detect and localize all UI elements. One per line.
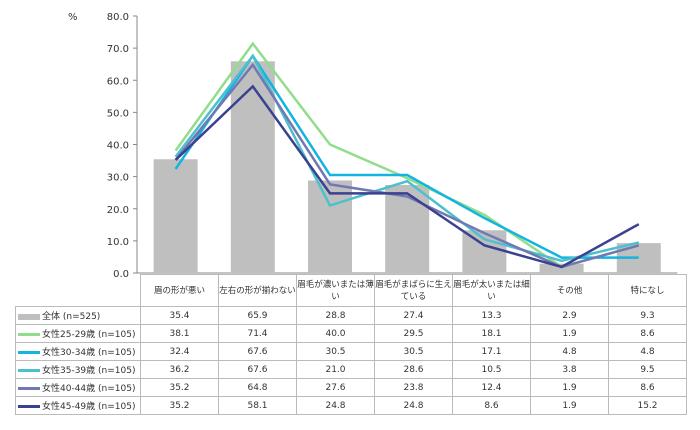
table-cell: 2.9 [530,306,609,325]
legend-swatch [18,369,40,372]
bar [153,159,198,273]
table-cell: 3.8 [530,360,609,379]
table-row: 女性35-39歳 (n=105) 36.2 67.6 21.0 28.6 10.5 3.8 9… [15,360,687,379]
table-header: 眉の形が悪い 左右の形が揃わない 眉毛が濃いまたは薄い 眉毛がまばらに生えている 眉毛が… [15,274,687,307]
data-table: 眉の形が悪い 左右の形が揃わない 眉毛が濃いまたは薄い 眉毛がまばらに生えている 眉毛が… [15,274,687,415]
table-cell: 27.6 [296,378,375,397]
table-cell: 38.1 [140,324,219,343]
legend-swatch [18,351,40,354]
y-tick-label: 20.0 [107,205,129,216]
table-cell: 24.8 [296,396,375,415]
table-row: 女性30-34歳 (n=105) 32.4 67.6 30.5 30.5 17.1 4.8 4… [15,342,687,361]
table-cell: 32.4 [140,342,219,361]
legend-label: 全体 (n=525) [42,312,101,322]
table-row: 女性45-49歳 (n=105) 35.2 58.1 24.8 24.8 8.6 1.9 15… [15,396,687,415]
y-tick-label: 60.0 [107,76,129,87]
table-cell: 15.2 [608,396,687,415]
table-cell: 24.8 [374,396,453,415]
table-cell: 18.1 [452,324,531,343]
y-axis-label: % [68,12,78,23]
category-label: 左右の形が揃わない [218,274,297,307]
table-cell: 35.2 [140,396,219,415]
table-cell: 8.6 [608,378,687,397]
table-cell: 35.2 [140,378,219,397]
table-cell: 1.9 [530,396,609,415]
series-line [174,53,640,263]
table-cell: 29.5 [374,324,453,343]
table-cell: 23.8 [374,378,453,397]
y-tick-label: 30.0 [107,173,129,184]
legend-label: 女性45-49歳 (n=105) [42,402,136,412]
y-tick-label: 50.0 [107,108,129,119]
bar [308,180,352,273]
table-cell: 28.6 [374,360,453,379]
table-cell: 36.2 [140,360,219,379]
table-cell: 64.8 [218,378,297,397]
table-cell: 1.9 [530,378,609,397]
table-cell: 30.5 [296,342,375,361]
table-row: 女性40-44歳 (n=105) 35.2 64.8 27.6 23.8 12.4 1.9 8… [15,378,687,397]
table-cell: 67.6 [218,342,297,361]
table-cell: 1.9 [530,324,609,343]
table-row: 全体 (n=525) 35.4 65.9 28.8 27.4 13.3 2.9 9.3 [15,306,687,325]
y-tick-label: 80.0 [107,12,129,23]
category-label: 特になし [608,274,687,307]
category-label: 眉毛が濃いまたは薄い [296,274,375,307]
table-cell: 13.3 [452,306,531,325]
category-label: その他 [530,274,609,307]
category-label: 眉の形が悪い [140,274,219,307]
legend-label: 女性35-39歳 (n=105) [42,366,136,376]
table-cell: 21.0 [296,360,375,379]
table-cell: 28.8 [296,306,375,325]
legend-swatch [18,405,40,408]
bar [230,61,275,273]
table-cell: 9.5 [608,360,687,379]
table-cell: 17.1 [452,342,531,361]
bar [539,263,584,273]
legend-swatch [18,313,40,320]
table-cell: 40.0 [296,324,375,343]
table-cell: 67.6 [218,360,297,379]
table-cell: 71.4 [218,324,297,343]
legend-label: 女性25-29歳 (n=105) [42,330,136,340]
table-row: 女性25-29歳 (n=105) 38.1 71.4 40.0 29.5 18.1 1.9 8… [15,324,687,343]
table-cell: 4.8 [530,342,609,361]
legend-swatch [18,333,40,336]
table-cell: 8.6 [608,324,687,343]
y-tick-label: 10.0 [107,237,129,248]
legend-swatch [18,387,40,390]
legend-label: 女性30-34歳 (n=105) [42,348,136,358]
bar [385,184,430,273]
table-cell: 9.3 [608,306,687,325]
table-cell: 35.4 [140,306,219,325]
table-cell: 30.5 [374,342,453,361]
corner [15,274,141,307]
series-line [174,84,640,269]
table-cell: 12.4 [452,378,531,397]
table-cell: 8.6 [452,396,531,415]
category-label: 眉毛が太いまたは細い [452,274,531,307]
y-tick-label: 40.0 [107,141,129,152]
legend-label: 女性40-44歳 (n=105) [42,384,136,394]
table-cell: 4.8 [608,342,687,361]
table-cell: 27.4 [374,306,453,325]
table-cell: 65.9 [218,306,297,325]
y-tick-label: 70.0 [107,44,129,55]
category-label: 眉毛がまばらに生えている [374,274,453,307]
bar [462,230,507,273]
table-cell: 58.1 [218,396,297,415]
table-cell: 10.5 [452,360,531,379]
